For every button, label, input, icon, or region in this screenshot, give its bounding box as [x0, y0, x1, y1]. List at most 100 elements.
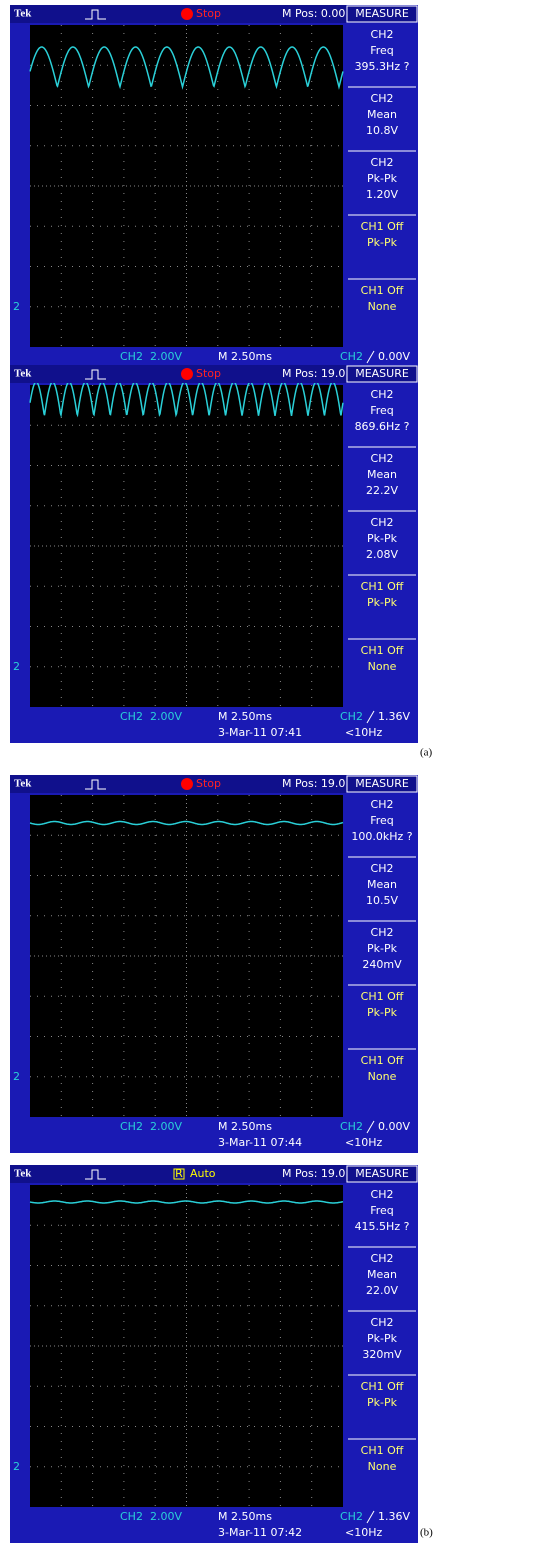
measure-text: 415.5Hz ?: [355, 1220, 410, 1233]
footer-channel: CH2: [120, 350, 143, 363]
panel-label: (b): [420, 1527, 433, 1539]
measure-text: 22.0V: [366, 1284, 398, 1297]
measure-text: CH1 Off: [361, 644, 404, 657]
footer-channel: CH2: [120, 1510, 143, 1523]
measure-text: Pk-Pk: [367, 532, 398, 545]
measure-text: Mean: [367, 108, 397, 121]
brand: Tek: [14, 778, 32, 790]
footer-trigger-level: 0.00V: [378, 1120, 410, 1133]
footer-scale: 2.00V: [150, 1120, 182, 1133]
measure-text: CH2: [371, 388, 394, 401]
measure-text: Freq: [370, 44, 394, 57]
footer-trigger-channel: CH2: [340, 350, 363, 363]
measure-text: Pk-Pk: [367, 172, 398, 185]
footer-trigger-level: 0.00V: [378, 350, 410, 363]
measure-text: None: [368, 1070, 397, 1083]
menu-title: MEASURE: [355, 367, 409, 380]
page: {"screens": [ {"header": {"brand": "Tek"…: [0, 0, 547, 1552]
footer-freq: <10Hz: [345, 1136, 382, 1149]
measure-text: CH1 Off: [361, 284, 404, 297]
brand: Tek: [14, 8, 32, 20]
footer-time: M 2.50ms: [218, 1510, 272, 1523]
footer-trigger-channel: CH2: [340, 1510, 363, 1523]
footer-date: 3-Mar-11 07:42: [218, 1526, 302, 1539]
measure-text: None: [368, 300, 397, 313]
measure-text: Pk-Pk: [367, 596, 398, 609]
footer-freq: <10Hz: [345, 726, 382, 739]
footer-time: M 2.50ms: [218, 350, 272, 363]
measure-text: CH2: [371, 1188, 394, 1201]
channel-marker: 2: [13, 300, 20, 313]
channel-marker: 2: [13, 1460, 20, 1473]
scope-screen: TekStopM Pos: 0.000sMEASURECH2Freq395.3H…: [10, 5, 418, 383]
measure-text: 22.2V: [366, 484, 398, 497]
measure-text: CH2: [371, 516, 394, 529]
footer-date: 3-Mar-11 07:44: [218, 1136, 302, 1149]
status: Stop: [196, 777, 221, 790]
measure-text: 100.0kHz ?: [351, 830, 412, 843]
measure-text: None: [368, 660, 397, 673]
channel-marker: 2: [13, 1070, 20, 1083]
measure-text: Mean: [367, 1268, 397, 1281]
status-dot: [181, 368, 193, 380]
footer-channel: CH2: [120, 1120, 143, 1133]
measure-text: 10.5V: [366, 894, 398, 907]
footer-trigger-level: 1.36V: [378, 1510, 410, 1523]
measure-text: Mean: [367, 878, 397, 891]
brand: Tek: [14, 368, 32, 380]
status-icon: R: [175, 1167, 183, 1180]
measure-text: Freq: [370, 404, 394, 417]
status: Stop: [196, 367, 221, 380]
status: Auto: [190, 1167, 216, 1180]
measure-text: CH1 Off: [361, 990, 404, 1003]
footer-trigger-channel: CH2: [340, 710, 363, 723]
footer-freq: <10Hz: [345, 1526, 382, 1539]
measure-text: Mean: [367, 468, 397, 481]
measure-text: CH1 Off: [361, 1380, 404, 1393]
status-dot: [181, 778, 193, 790]
status: Stop: [196, 7, 221, 20]
measure-text: Freq: [370, 814, 394, 827]
measure-text: None: [368, 1460, 397, 1473]
measure-text: 2.08V: [366, 548, 398, 561]
measure-text: Pk-Pk: [367, 1396, 398, 1409]
footer-trigger-channel: CH2: [340, 1120, 363, 1133]
measure-text: CH2: [371, 28, 394, 41]
footer-scale: 2.00V: [150, 350, 182, 363]
figure: TekStopM Pos: 0.000sMEASURECH2Freq395.3H…: [0, 0, 547, 1552]
measure-text: Pk-Pk: [367, 1006, 398, 1019]
footer-trigger-level: 1.36V: [378, 710, 410, 723]
status-dot: [181, 8, 193, 20]
measure-text: CH2: [371, 1252, 394, 1265]
footer-time: M 2.50ms: [218, 710, 272, 723]
measure-text: 869.6Hz ?: [355, 420, 410, 433]
footer-scale: 2.00V: [150, 710, 182, 723]
measure-text: 1.20V: [366, 188, 398, 201]
measure-text: Pk-Pk: [367, 1332, 398, 1345]
measure-text: CH2: [371, 798, 394, 811]
measure-text: CH1 Off: [361, 220, 404, 233]
measure-text: CH1 Off: [361, 580, 404, 593]
footer-time: M 2.50ms: [218, 1120, 272, 1133]
measure-text: 240mV: [362, 958, 402, 971]
measure-text: Pk-Pk: [367, 942, 398, 955]
measure-text: 395.3Hz ?: [355, 60, 410, 73]
measure-text: 10.8V: [366, 124, 398, 137]
measure-text: Pk-Pk: [367, 236, 398, 249]
measure-text: CH1 Off: [361, 1444, 404, 1457]
measure-text: CH2: [371, 926, 394, 939]
channel-marker: 2: [13, 660, 20, 673]
measure-text: CH2: [371, 156, 394, 169]
footer-channel: CH2: [120, 710, 143, 723]
measure-text: 320mV: [362, 1348, 402, 1361]
menu-title: MEASURE: [355, 1167, 409, 1180]
menu-title: MEASURE: [355, 7, 409, 20]
measure-text: CH1 Off: [361, 1054, 404, 1067]
measure-text: CH2: [371, 862, 394, 875]
menu-title: MEASURE: [355, 777, 409, 790]
measure-text: CH2: [371, 92, 394, 105]
measure-text: CH2: [371, 452, 394, 465]
